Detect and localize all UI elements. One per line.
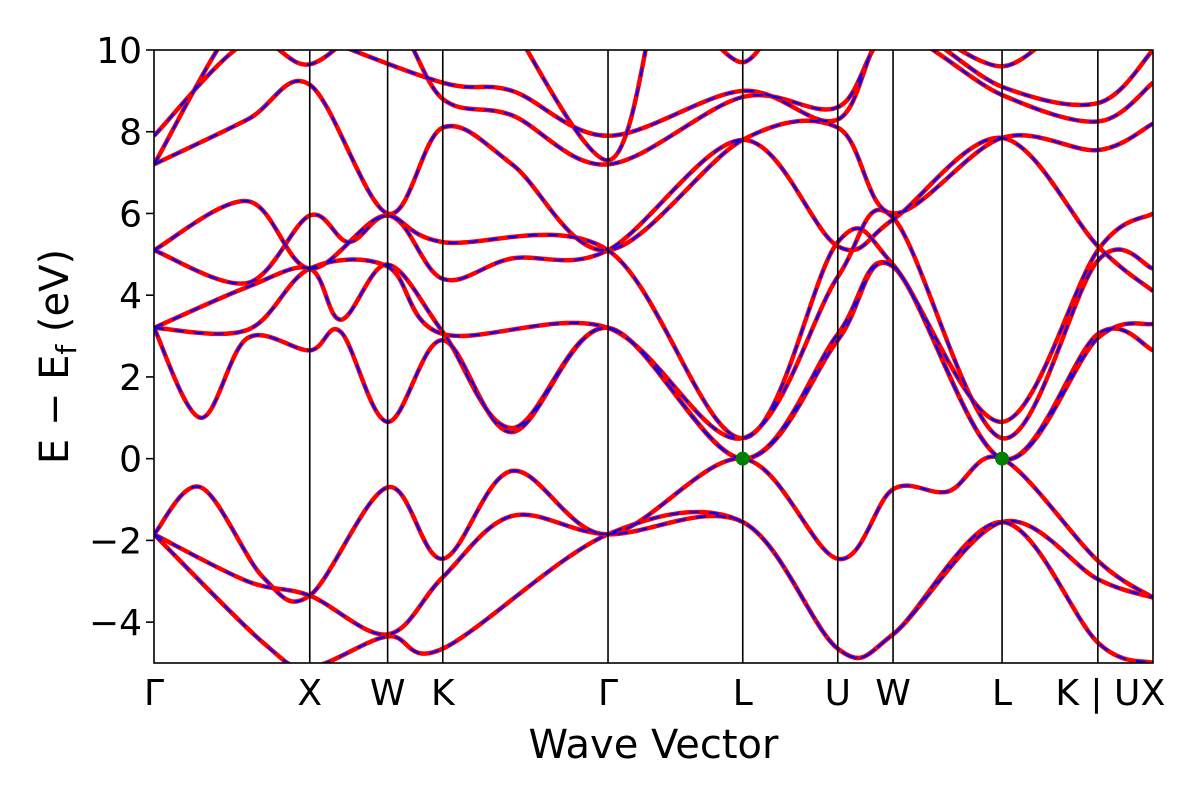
band-line-dashed-6 (154, 212, 1153, 440)
band-line-solid-8 (154, 78, 1153, 253)
y-tick-label: 8 (119, 113, 142, 154)
x-tick-label: U (825, 673, 851, 714)
y-axis-label: E − Ef (eV) (32, 249, 83, 464)
band-line-solid-11 (524, 50, 648, 163)
x-axis-label: Wave Vector (529, 722, 780, 768)
band-line-dashed-5 (154, 208, 1153, 440)
band-line-dashed-10 (154, 50, 1153, 165)
plot-frame (153, 49, 1154, 664)
x-tick-label: K (431, 673, 456, 714)
x-tick-label: W (875, 673, 911, 714)
bands-layer (154, 50, 1153, 663)
y-tick-label: −2 (89, 521, 142, 562)
y-axis-label-main: E − E (32, 355, 78, 465)
y-tick-label: 0 (119, 440, 142, 481)
fermi-points (735, 451, 1010, 466)
x-tick-label: Γ (598, 673, 618, 714)
x-tick-label: X (297, 673, 322, 714)
band-line-solid-5 (154, 207, 1153, 441)
y-tick-label: −4 (89, 603, 142, 644)
y-tick-label: 2 (119, 358, 142, 399)
y-tick-label: 10 (96, 31, 142, 72)
band-line-dashed-12 (720, 50, 760, 64)
x-tick-label: W (370, 673, 406, 714)
band-line-dashed-9 (154, 50, 1153, 166)
x-tick-label: X (1141, 673, 1166, 714)
fermi-crossing-point (735, 451, 750, 466)
x-tick-label: L (992, 673, 1012, 714)
band-line-solid-1 (154, 512, 1153, 661)
x-tick-label: Γ (144, 673, 164, 714)
kpoint-lines (308, 50, 1099, 663)
fermi-crossing-point (995, 451, 1010, 466)
y-ticks: −4 −2 0 2 4 6 8 10 (89, 31, 154, 644)
band-line-dashed-1 (154, 513, 1153, 660)
band-line-dashed-2 (154, 510, 1153, 663)
band-line-dashed-8 (154, 79, 1153, 252)
band-line-solid-6 (154, 211, 1153, 441)
y-tick-label: 6 (119, 194, 142, 235)
y-axis-label-sub: f (50, 344, 83, 355)
x-tick-label: L (733, 673, 753, 714)
band-line-solid-9 (154, 50, 1153, 167)
y-tick-label: 4 (119, 276, 142, 317)
band-line-solid-2 (154, 509, 1153, 663)
x-tick-label: K | U (1055, 673, 1140, 714)
y-axis-label-unit: (eV) (32, 249, 78, 345)
band-line-solid-12 (719, 50, 762, 65)
